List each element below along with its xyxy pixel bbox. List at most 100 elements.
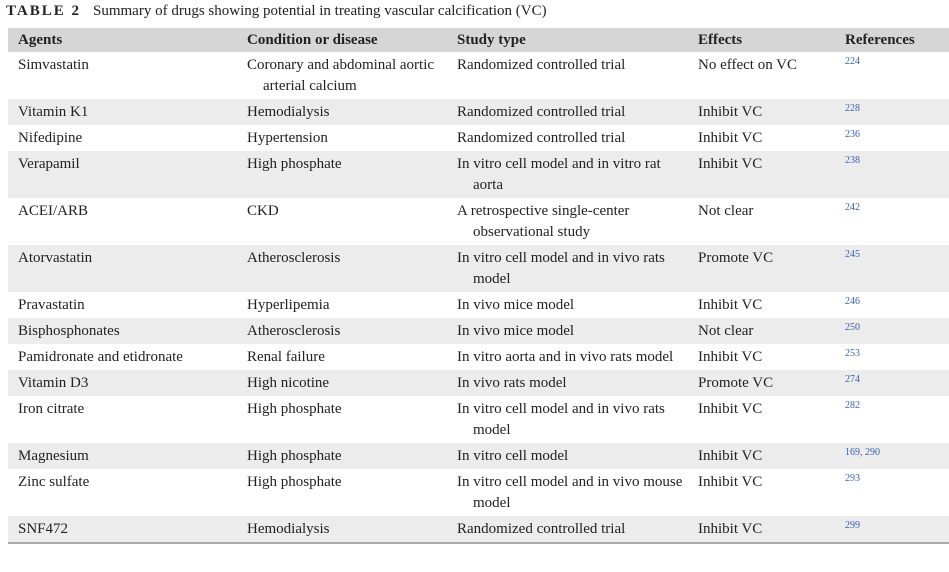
table-cell: Atherosclerosis	[237, 245, 447, 292]
reference-cell: 274	[835, 370, 949, 396]
cell-text: In vitro aorta and in vivo rats model	[457, 349, 674, 365]
cell-text: Magnesium	[18, 448, 89, 464]
reference: 169, 290	[845, 447, 880, 458]
table-caption: Summary of drugs showing potential in tr…	[93, 3, 547, 19]
table-cell: Vitamin K1	[8, 99, 237, 125]
cell-text: Hypertension	[247, 130, 328, 146]
table-cell: High nicotine	[237, 370, 447, 396]
table-cell: In vivo mice model	[447, 318, 688, 344]
cell-text: A retrospective single-center observatio…	[457, 203, 630, 240]
reference: 236	[845, 129, 860, 140]
table-cell: High phosphate	[237, 396, 447, 443]
table-cell: High phosphate	[237, 151, 447, 198]
table-cell: High phosphate	[237, 443, 447, 469]
cell-text: Zinc sulfate	[18, 474, 90, 490]
table-cell: Zinc sulfate	[8, 469, 237, 516]
cell-text: In vitro cell model	[457, 448, 569, 464]
cell-text: In vitro cell model and in vivo rats mod…	[457, 250, 665, 287]
cell-text: High phosphate	[247, 156, 342, 172]
cell-text: Nifedipine	[18, 130, 83, 146]
table-cell: Hemodialysis	[237, 516, 447, 543]
cell-text: Vitamin K1	[18, 104, 89, 120]
table-cell: In vitro cell model and in vivo mouse mo…	[447, 469, 688, 516]
table-cell: Pamidronate and etidronate	[8, 344, 237, 370]
header-cell: Study type	[447, 28, 688, 52]
cell-text: Inhibit VC	[698, 349, 763, 365]
cell-text: In vivo mice model	[457, 323, 575, 339]
cell-text: Inhibit VC	[698, 297, 763, 313]
cell-text: In vitro cell model and in vivo mouse mo…	[457, 474, 683, 511]
cell-text: High nicotine	[247, 375, 330, 391]
cell-text: Randomized controlled trial	[457, 521, 626, 537]
cell-text: CKD	[247, 203, 279, 219]
table-cell: Inhibit VC	[688, 396, 835, 443]
cell-text: Not clear	[698, 323, 754, 339]
table-cell: ACEI/ARB	[8, 198, 237, 245]
table-row: Bisphosphonates Atherosclerosis In vivo mi…	[8, 318, 949, 344]
table-row: Iron citrate High phosphate In vitro cell …	[8, 396, 949, 443]
reference: 228	[845, 103, 860, 114]
cell-text: Pravastatin	[18, 297, 85, 313]
cell-text: Bisphosphonates	[18, 323, 120, 339]
table-row: Pamidronate and etidronate Renal failure I…	[8, 344, 949, 370]
table-cell: Verapamil	[8, 151, 237, 198]
table-cell: Inhibit VC	[688, 151, 835, 198]
table-cell: Atherosclerosis	[237, 318, 447, 344]
cell-text: In vivo rats model	[457, 375, 567, 391]
table-cell: Randomized controlled trial	[447, 99, 688, 125]
cell-text: Inhibit VC	[698, 156, 763, 172]
cell-text: Simvastatin	[18, 57, 89, 73]
cell-text: Hemodialysis	[247, 521, 330, 537]
reference: 245	[845, 249, 860, 260]
cell-text: Inhibit VC	[698, 130, 763, 146]
reference-cell: 282	[835, 396, 949, 443]
table-body: Simvastatin Coronary and abdominal aortic…	[8, 52, 949, 543]
table-cell: Hyperlipemia	[237, 292, 447, 318]
reference-cell: 250	[835, 318, 949, 344]
table-cell: Randomized controlled trial	[447, 516, 688, 543]
cell-text: High phosphate	[247, 401, 342, 417]
cell-text: Not clear	[698, 203, 754, 219]
table-cell: Promote VC	[688, 245, 835, 292]
table-cell: Renal failure	[237, 344, 447, 370]
reference-cell: 238	[835, 151, 949, 198]
cell-text: Atherosclerosis	[247, 323, 341, 339]
reference-cell: 246	[835, 292, 949, 318]
reference: 299	[845, 520, 860, 531]
cell-text: Vitamin D3	[18, 375, 89, 391]
table-row: Vitamin K1 Hemodialysis Randomized control…	[8, 99, 949, 125]
header-cell: Effects	[688, 28, 835, 52]
table-cell: Inhibit VC	[688, 516, 835, 543]
cell-text: Randomized controlled trial	[457, 130, 626, 146]
table-cell: Vitamin D3	[8, 370, 237, 396]
reference-cell: 253	[835, 344, 949, 370]
cell-text: Hemodialysis	[247, 104, 330, 120]
table-cell: Atorvastatin	[8, 245, 237, 292]
table-cell: Promote VC	[688, 370, 835, 396]
cell-text: Inhibit VC	[698, 448, 763, 464]
table-title: TABLE 2 Summary of drugs showing potentia…	[6, 1, 547, 21]
reference: 282	[845, 400, 860, 411]
table-label: TABLE 2	[6, 3, 81, 19]
cell-text: Pamidronate and etidronate	[18, 349, 183, 365]
cell-text: Iron citrate	[18, 401, 85, 417]
table-cell: Simvastatin	[8, 52, 237, 99]
table-cell: Inhibit VC	[688, 344, 835, 370]
cell-text: In vitro cell model and in vivo rats mod…	[457, 401, 665, 438]
cell-text: Atorvastatin	[18, 250, 93, 266]
table-cell: Hemodialysis	[237, 99, 447, 125]
table: Agents Condition or disease Study type Effe…	[8, 28, 949, 544]
table-cell: Inhibit VC	[688, 443, 835, 469]
table-cell: In vitro cell model	[447, 443, 688, 469]
header-row: Agents Condition or disease Study type Effe…	[8, 28, 949, 52]
reference: 293	[845, 473, 860, 484]
cell-text: Randomized controlled trial	[457, 104, 626, 120]
table-row: Pravastatin Hyperlipemia In vivo mice mode…	[8, 292, 949, 318]
table-cell: SNF472	[8, 516, 237, 543]
reference-cell: 236	[835, 125, 949, 151]
table-row: Simvastatin Coronary and abdominal aortic…	[8, 52, 949, 99]
cell-text: In vitro cell model and in vitro rat aor…	[457, 156, 661, 193]
cell-text: Verapamil	[18, 156, 80, 172]
reference-cell: 242	[835, 198, 949, 245]
